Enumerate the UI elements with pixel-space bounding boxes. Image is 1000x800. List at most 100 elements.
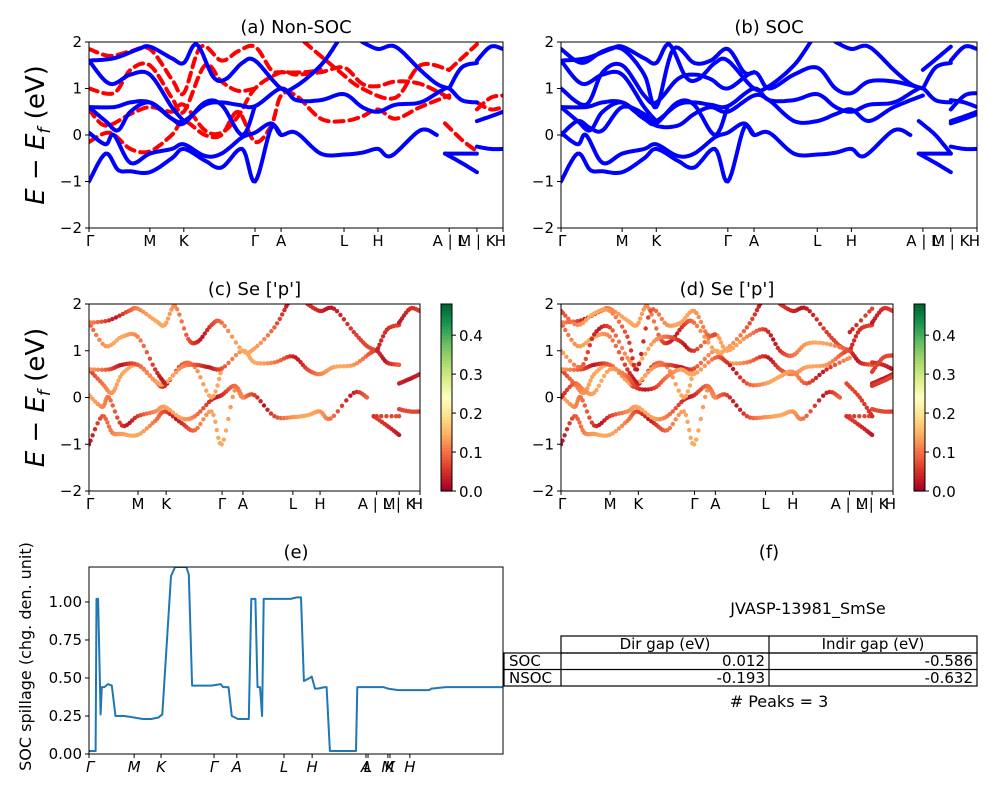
band-point xyxy=(643,373,648,378)
band-point xyxy=(670,375,675,380)
band-point xyxy=(396,362,402,367)
band-point xyxy=(646,370,651,375)
y-tick-label: 0 xyxy=(544,389,554,407)
colorbar-segment xyxy=(441,344,452,349)
band-point xyxy=(613,343,618,349)
band-point xyxy=(377,342,382,347)
band-point xyxy=(255,361,260,366)
colorbar-segment xyxy=(441,434,452,439)
x-tick-label: K xyxy=(179,232,190,250)
band-point xyxy=(773,341,778,347)
x-tick-label: M xyxy=(143,232,156,250)
band-line xyxy=(474,93,503,112)
band-point xyxy=(569,337,574,342)
band-line xyxy=(474,144,503,152)
band-line xyxy=(948,144,977,152)
band-point xyxy=(571,367,577,372)
band-point xyxy=(864,405,869,410)
band-point xyxy=(117,420,122,425)
band-point xyxy=(396,414,402,419)
band-point xyxy=(741,329,747,334)
band-point xyxy=(634,381,640,386)
colorbar-segment xyxy=(441,335,452,339)
band-line xyxy=(89,61,257,115)
plot-area xyxy=(89,304,420,447)
colorbar-segment xyxy=(441,319,452,324)
x-tick-label: K xyxy=(651,232,662,250)
colorbar-segment xyxy=(441,328,452,333)
colorbar-segment xyxy=(441,385,452,389)
colorbar-segment xyxy=(914,385,925,389)
band-point xyxy=(622,351,628,356)
band-point xyxy=(712,395,718,400)
band-point xyxy=(103,367,108,372)
band-point xyxy=(201,382,206,387)
band-point xyxy=(396,432,402,438)
colorbar-segment xyxy=(441,388,452,392)
band-point xyxy=(226,360,231,366)
band-point xyxy=(213,419,218,424)
band-point xyxy=(164,320,169,325)
spillage-line xyxy=(89,567,503,752)
band-point xyxy=(567,358,573,364)
colorbar-segment xyxy=(441,459,452,464)
band-point xyxy=(229,334,235,339)
band-point xyxy=(869,432,875,438)
band-point xyxy=(828,365,833,370)
band-point xyxy=(683,393,689,399)
band-point xyxy=(727,347,733,353)
band-point xyxy=(695,364,700,369)
band-point xyxy=(272,325,277,330)
band-line xyxy=(916,151,953,175)
band-point xyxy=(147,423,153,428)
material-id: JVASP-13981_SmSe xyxy=(729,599,885,619)
band-point xyxy=(173,370,179,375)
band-point xyxy=(240,395,245,400)
band-point xyxy=(851,338,857,343)
band-point xyxy=(562,433,567,438)
band-point xyxy=(269,329,274,334)
y-tick-label: −2 xyxy=(532,482,554,500)
band-point xyxy=(200,334,205,339)
band-point xyxy=(280,312,285,317)
band-point xyxy=(747,359,753,364)
band-point xyxy=(804,306,809,311)
colorbar-segment xyxy=(914,347,925,352)
band-point xyxy=(751,383,756,388)
y-tick-label: −2 xyxy=(532,219,554,237)
band-point xyxy=(141,429,146,434)
band-point xyxy=(847,348,852,353)
band-point xyxy=(817,372,822,378)
band-point xyxy=(622,329,628,334)
colorbar-segment xyxy=(441,307,452,311)
band-point xyxy=(673,406,678,411)
colorbar-segment xyxy=(441,469,452,473)
y-tick-label: 1.00 xyxy=(49,593,82,611)
band-point xyxy=(747,382,753,387)
band-point xyxy=(841,346,846,351)
band-point xyxy=(99,319,104,324)
band-point xyxy=(566,316,571,321)
band-point xyxy=(233,353,239,358)
band-point xyxy=(89,367,94,372)
band-line xyxy=(474,109,503,124)
y-tick-label: 0.75 xyxy=(49,631,82,649)
band-point xyxy=(252,346,257,351)
colorbar-segment xyxy=(441,397,452,402)
y-axis-label: E − Ef (eV) xyxy=(21,328,55,468)
band-point xyxy=(150,362,155,367)
band-point xyxy=(673,417,678,422)
band-point xyxy=(602,373,607,379)
band-point xyxy=(589,420,594,425)
band-point xyxy=(571,362,577,367)
band-point xyxy=(144,370,149,375)
x-tick-label: A | L xyxy=(906,232,940,250)
band-point xyxy=(153,367,158,372)
band-point xyxy=(174,307,180,312)
band-point xyxy=(177,312,182,317)
chart-title: (d) Se ['p'] xyxy=(680,279,775,300)
colorbar-segment xyxy=(914,391,925,395)
